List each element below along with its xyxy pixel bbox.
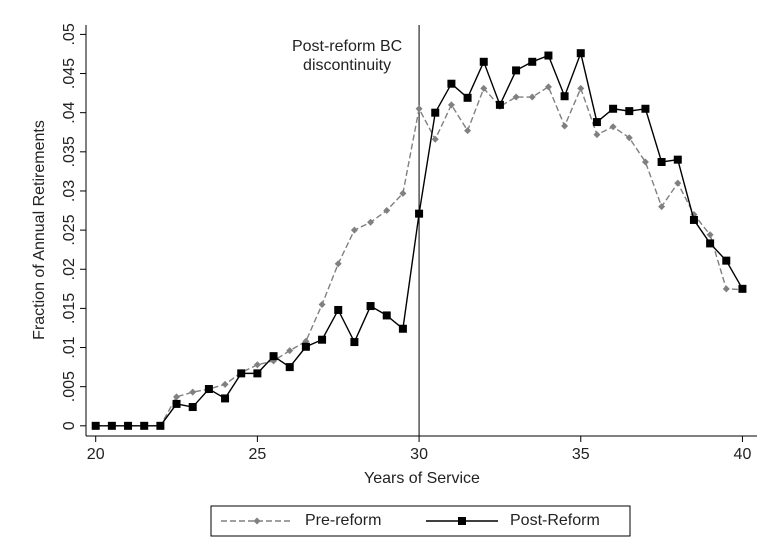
legend-label: Pre-reform bbox=[305, 512, 381, 529]
marker bbox=[367, 218, 375, 226]
y-tick-label: .02 bbox=[61, 258, 78, 280]
marker bbox=[528, 57, 537, 66]
marker bbox=[173, 393, 181, 401]
marker bbox=[609, 123, 617, 131]
marker bbox=[447, 79, 456, 88]
marker bbox=[189, 388, 197, 396]
marker bbox=[107, 421, 116, 430]
marker bbox=[658, 203, 666, 211]
marker bbox=[641, 158, 649, 166]
marker bbox=[577, 84, 585, 92]
marker bbox=[286, 347, 294, 355]
marker bbox=[285, 363, 294, 372]
marker bbox=[301, 342, 310, 351]
marker bbox=[706, 239, 715, 248]
marker bbox=[188, 403, 197, 412]
marker bbox=[561, 122, 569, 130]
marker bbox=[480, 84, 488, 92]
x-tick-label: 40 bbox=[734, 446, 752, 463]
marker bbox=[221, 394, 230, 403]
marker bbox=[463, 93, 472, 102]
y-tick-label: .015 bbox=[61, 293, 78, 324]
x-tick-label: 30 bbox=[410, 446, 428, 463]
marker bbox=[237, 369, 246, 378]
marker bbox=[398, 324, 407, 333]
marker bbox=[722, 285, 730, 293]
marker bbox=[334, 260, 342, 268]
marker bbox=[350, 338, 359, 347]
marker bbox=[689, 215, 698, 224]
x-tick-label: 20 bbox=[87, 446, 105, 463]
marker bbox=[458, 517, 466, 525]
marker bbox=[318, 300, 326, 308]
marker bbox=[350, 226, 358, 234]
marker bbox=[140, 421, 149, 430]
marker bbox=[722, 256, 731, 265]
marker bbox=[625, 134, 633, 142]
marker bbox=[221, 380, 229, 388]
marker bbox=[253, 361, 261, 369]
marker bbox=[124, 421, 133, 430]
marker bbox=[415, 209, 424, 218]
y-tick-label: .01 bbox=[61, 336, 78, 358]
x-tick-label: 25 bbox=[248, 446, 266, 463]
marker bbox=[334, 305, 343, 314]
y-tick-label: .005 bbox=[61, 371, 78, 402]
marker bbox=[674, 179, 682, 187]
marker bbox=[204, 385, 213, 394]
marker bbox=[625, 107, 634, 116]
marker bbox=[269, 352, 278, 361]
y-tick-label: .04 bbox=[61, 101, 78, 123]
x-tick-label: 35 bbox=[572, 446, 590, 463]
marker bbox=[592, 118, 601, 127]
marker bbox=[479, 57, 488, 66]
marker bbox=[399, 189, 407, 197]
marker bbox=[253, 517, 261, 525]
marker bbox=[641, 104, 650, 113]
marker bbox=[318, 335, 327, 344]
marker bbox=[415, 105, 423, 113]
marker bbox=[528, 93, 536, 101]
marker bbox=[544, 83, 552, 91]
marker bbox=[172, 399, 181, 408]
marker bbox=[431, 135, 439, 143]
marker bbox=[447, 101, 455, 109]
annotation: discontinuity bbox=[303, 57, 391, 74]
marker bbox=[544, 51, 553, 60]
marker bbox=[593, 131, 601, 139]
marker bbox=[609, 104, 618, 113]
marker bbox=[91, 421, 100, 430]
marker bbox=[560, 92, 569, 101]
marker bbox=[366, 302, 375, 311]
marker bbox=[657, 158, 666, 166]
marker bbox=[382, 311, 391, 320]
y-tick-label: .045 bbox=[61, 58, 78, 89]
x-axis-title: Years of Service bbox=[364, 470, 480, 487]
y-tick-label: .035 bbox=[61, 136, 78, 167]
marker bbox=[512, 66, 521, 75]
marker bbox=[156, 421, 165, 430]
annotation: Post-reform BC bbox=[292, 38, 402, 55]
marker bbox=[431, 108, 440, 117]
legend-label: Post-Reform bbox=[510, 512, 600, 529]
marker bbox=[253, 369, 262, 378]
y-tick-label: .05 bbox=[61, 23, 78, 45]
y-tick-label: 0 bbox=[61, 421, 78, 430]
marker bbox=[738, 284, 747, 293]
marker bbox=[706, 231, 714, 239]
marker bbox=[495, 100, 504, 109]
y-tick-label: .03 bbox=[61, 180, 78, 202]
y-axis-title: Fraction of Annual Retirements bbox=[31, 120, 48, 340]
marker bbox=[576, 49, 585, 58]
marker bbox=[673, 155, 682, 164]
y-tick-label: .025 bbox=[61, 214, 78, 245]
marker bbox=[464, 127, 472, 135]
marker bbox=[512, 93, 520, 101]
marker bbox=[383, 207, 391, 215]
